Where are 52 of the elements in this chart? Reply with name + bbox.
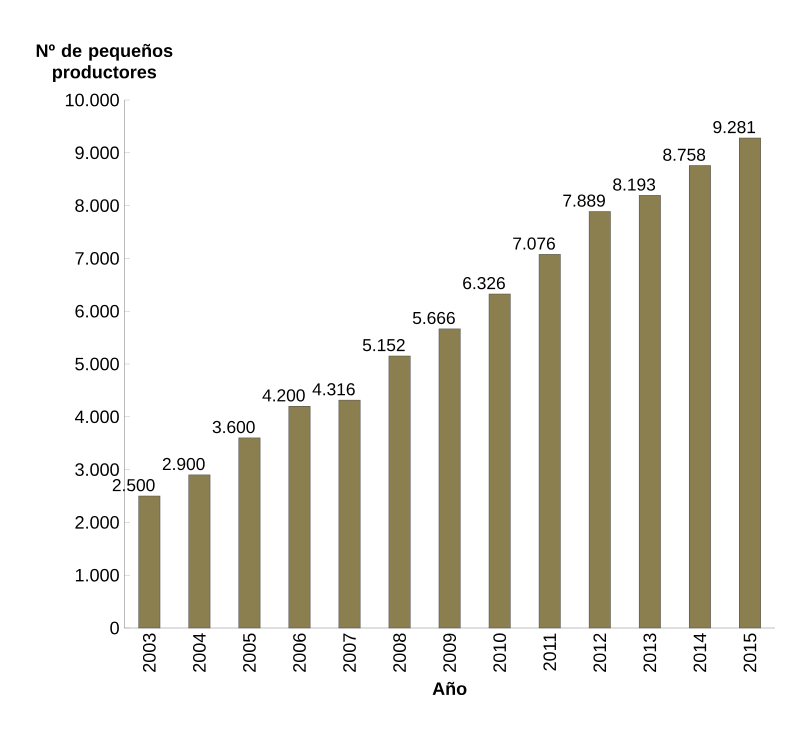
- bar: [739, 138, 761, 628]
- x-tick-label: 2009: [443, 634, 456, 672]
- data-label: 4.200: [262, 389, 305, 402]
- data-label: 5.666: [412, 312, 455, 324]
- bar: [638, 195, 661, 628]
- data-label: 8.758: [663, 148, 706, 161]
- y-axis-title: Nº de pequeños productores: [36, 44, 172, 82]
- bar: [488, 294, 511, 628]
- data-label: 3.600: [212, 420, 255, 434]
- x-tick-label: 2003: [142, 634, 156, 672]
- bar: [238, 438, 260, 628]
- x-tick-label: 2007: [343, 634, 356, 672]
- bar: [588, 211, 611, 628]
- data-label: 6.326: [463, 277, 505, 290]
- y-tick-label: 2.000: [75, 516, 119, 529]
- y-tick-label: 6.000: [75, 304, 119, 318]
- y-tick-label: 10.000: [66, 94, 119, 106]
- x-tick-label: 2014: [694, 633, 706, 672]
- x-tick-label: 2008: [393, 634, 406, 672]
- y-tick-label: 7.000: [75, 252, 119, 265]
- y-tick-label: 4.000: [74, 410, 119, 424]
- y-tick-label: 5.000: [75, 358, 119, 370]
- x-tick-label: 2015: [744, 633, 756, 672]
- bar: [138, 496, 160, 628]
- y-tick-label: 0: [110, 622, 119, 634]
- y-tick-label: 9.000: [75, 146, 119, 160]
- x-tick-label: 2013: [643, 634, 656, 672]
- y-tick-label: 1.000: [76, 568, 119, 582]
- y-tick-label: 8.000: [75, 199, 119, 212]
- bar: [338, 400, 360, 628]
- bar: [438, 328, 461, 628]
- x-tick-label: 2010: [493, 633, 506, 672]
- bar: [388, 356, 411, 628]
- bar: [188, 474, 210, 628]
- x-tick-label: 2011: [543, 634, 556, 671]
- y-tick-label: 3.000: [75, 463, 119, 476]
- data-label: 4.316: [312, 383, 355, 396]
- data-label: 8.193: [613, 178, 656, 191]
- data-label: 7.889: [563, 194, 605, 207]
- bar: [538, 254, 561, 628]
- data-label: 2.500: [112, 479, 155, 492]
- bar: [288, 406, 310, 628]
- x-tick-label: 2012: [593, 634, 606, 672]
- bar: [688, 165, 711, 628]
- x-tick-label: 2005: [243, 633, 256, 672]
- x-tick-label: 2006: [293, 634, 306, 672]
- data-label: 2.900: [162, 458, 205, 470]
- x-axis-title: Año: [432, 682, 466, 696]
- data-label: 7.076: [513, 237, 555, 250]
- data-label: 9.281: [713, 120, 756, 134]
- data-label: 5.152: [362, 338, 405, 352]
- x-tick-label: 2004: [193, 633, 206, 672]
